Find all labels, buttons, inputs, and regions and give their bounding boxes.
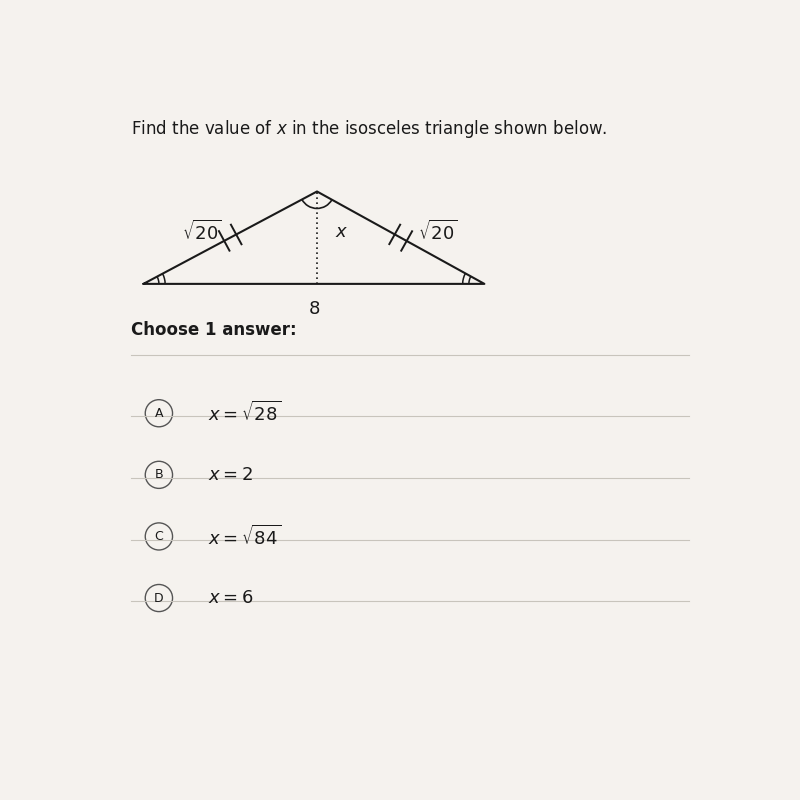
Text: $x = \sqrt{28}$: $x = \sqrt{28}$ [209, 401, 282, 426]
Text: B: B [154, 468, 163, 482]
Text: $x = 6$: $x = 6$ [209, 589, 254, 607]
Text: $x = 2$: $x = 2$ [209, 466, 254, 484]
Text: C: C [154, 530, 163, 543]
Text: $x$: $x$ [335, 222, 349, 241]
Text: A: A [154, 406, 163, 420]
Text: $x = \sqrt{84}$: $x = \sqrt{84}$ [209, 524, 282, 549]
Text: $\sqrt{20}$: $\sqrt{20}$ [418, 219, 458, 244]
Text: $\sqrt{20}$: $\sqrt{20}$ [182, 219, 222, 244]
Text: Find the value of $x$ in the isosceles triangle shown below.: Find the value of $x$ in the isosceles t… [131, 118, 607, 139]
Text: Choose 1 answer:: Choose 1 answer: [131, 321, 297, 339]
Text: D: D [154, 591, 164, 605]
Text: $8$: $8$ [308, 299, 320, 318]
